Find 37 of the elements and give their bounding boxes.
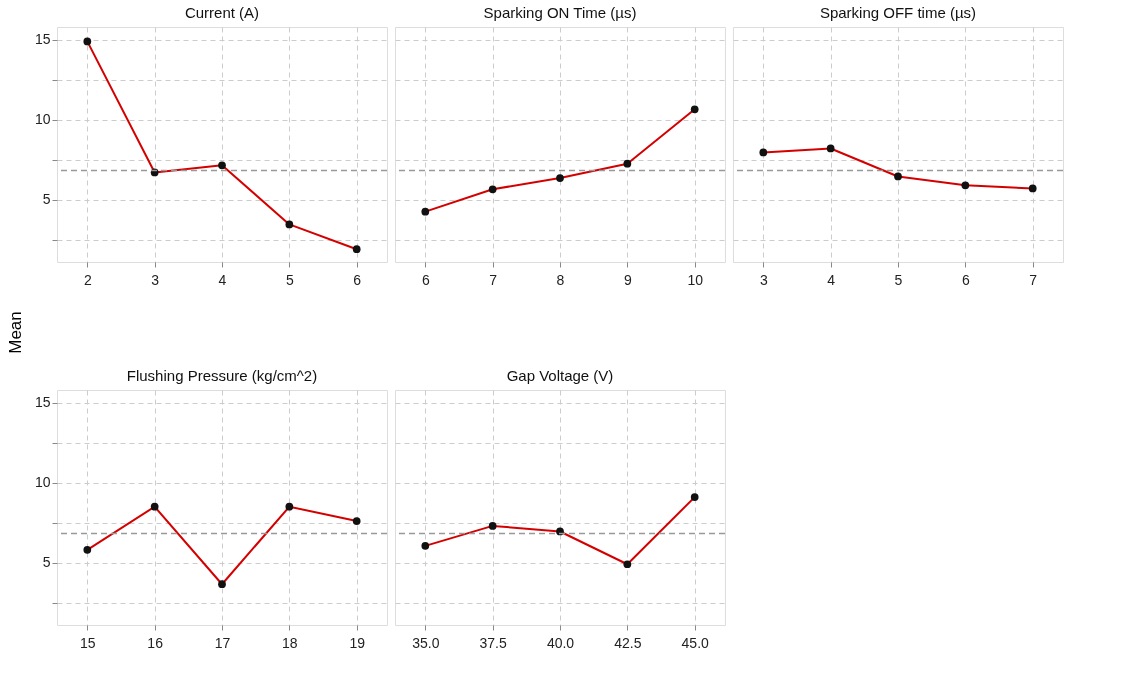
x-tick-label: 10 [687, 271, 704, 288]
y-axis-title: Mean [5, 311, 25, 354]
x-tick-label: 3 [759, 271, 768, 288]
x-tick-label: 8 [556, 271, 565, 288]
y-tick-label: 15 [34, 394, 51, 411]
x-tick-label: 4 [218, 271, 227, 288]
x-tick-label: 17 [214, 634, 231, 651]
y-tick-label: 10 [34, 474, 51, 491]
chart-title: Gap Voltage (V) [506, 367, 614, 384]
x-tick-label: 6 [421, 271, 430, 288]
x-tick-label: 5 [894, 271, 903, 288]
chart-title: Sparking ON Time (µs) [483, 4, 637, 21]
y-tick-label: 10 [34, 111, 51, 128]
x-tick-label: 3 [151, 271, 160, 288]
y-tick-label: 15 [34, 31, 51, 48]
y-tick-label: 5 [42, 191, 51, 208]
chart-title: Current (A) [184, 4, 260, 21]
x-tick-label: 9 [623, 271, 632, 288]
x-tick-label: 7 [489, 271, 498, 288]
x-tick-label: 18 [282, 634, 298, 651]
x-tick-label: 6 [353, 271, 362, 288]
x-tick-label: 40.0 [546, 634, 575, 651]
x-tick-label: 37.5 [479, 634, 507, 651]
x-tick-label: 19 [349, 634, 366, 651]
chart-title: Flushing Pressure (kg/cm^2) [126, 367, 318, 384]
x-tick-label: 4 [827, 271, 836, 288]
x-tick-label: 2 [83, 271, 92, 288]
chart-title: Sparking OFF time (µs) [819, 4, 977, 21]
x-tick-label: 15 [80, 634, 96, 651]
y-tick-label: 5 [42, 554, 51, 571]
x-tick-label: 6 [961, 271, 970, 288]
x-tick-label: 5 [285, 271, 294, 288]
x-tick-label: 42.5 [614, 634, 642, 651]
x-tick-label: 7 [1029, 271, 1038, 288]
x-tick-label: 45.0 [681, 634, 710, 651]
x-tick-label: 16 [147, 634, 164, 651]
x-tick-label: 35.0 [412, 634, 440, 651]
